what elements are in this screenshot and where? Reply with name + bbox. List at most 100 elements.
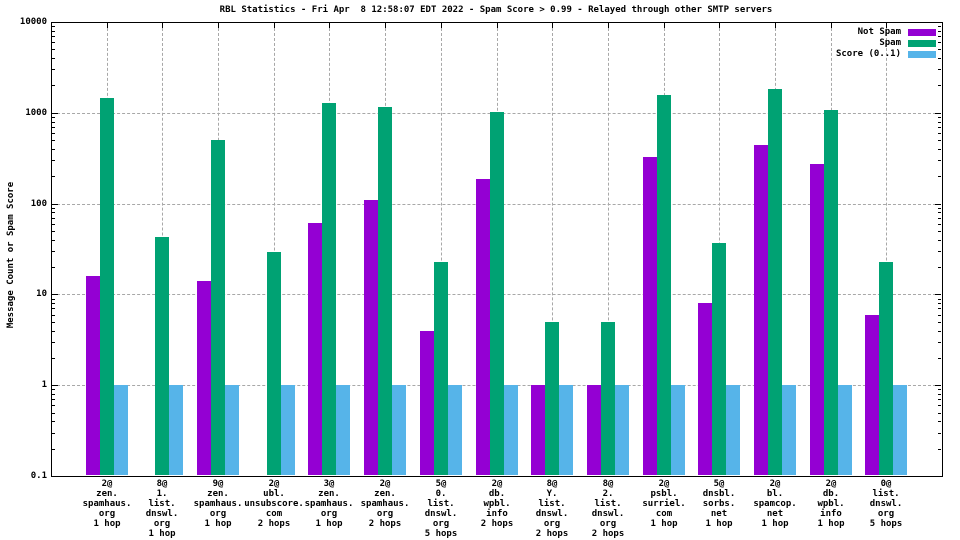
bar-not-spam-9	[587, 385, 601, 475]
x-category-label: 0@ list. dnswl. org 5 hops	[869, 479, 903, 529]
bar-spam-12	[768, 89, 782, 475]
x-axis-tick-top	[162, 23, 163, 28]
y-axis-minor-tick-left	[52, 267, 55, 268]
y-axis-minor-tick-right	[938, 358, 941, 359]
y-axis-minor-tick-left	[52, 69, 55, 70]
bar-spam-5	[378, 107, 392, 475]
y-axis-minor-tick-right	[938, 399, 941, 400]
gridline-vertical	[608, 23, 609, 475]
bar-score-0-1-14	[893, 385, 907, 475]
y-axis-minor-tick-left	[52, 389, 55, 390]
x-axis-tick-top	[664, 23, 665, 28]
y-axis-minor-tick-right	[938, 49, 941, 50]
bar-score-0-1-1	[169, 385, 183, 475]
y-axis-minor-tick-right	[938, 308, 941, 309]
x-axis-tick-top	[329, 23, 330, 28]
y-axis-minor-tick-right	[938, 117, 941, 118]
legend-swatch-not-spam	[908, 28, 936, 36]
y-axis-minor-tick-right	[938, 251, 941, 252]
y-axis-minor-tick-left	[52, 315, 55, 316]
y-axis-minor-tick-right	[938, 342, 941, 343]
y-axis-tick-right	[935, 385, 941, 386]
legend-row-not-spam: Not Spam	[858, 27, 936, 37]
x-axis-tick-top	[274, 23, 275, 28]
y-axis-minor-tick-right	[938, 140, 941, 141]
y-axis-minor-tick-left	[52, 433, 55, 434]
y-axis-tick-left	[52, 22, 58, 23]
gridline-vertical	[274, 23, 275, 475]
y-axis-minor-tick-right	[938, 389, 941, 390]
x-category-label: 8@ Y. list. dnswl. org 2 hops	[535, 479, 569, 539]
bar-spam-6	[434, 262, 448, 475]
legend-swatch-score-0-1	[908, 50, 936, 58]
x-category-label: 5@ dnsbl. sorbs. net 1 hop	[702, 479, 736, 529]
x-axis-tick-top	[385, 23, 386, 28]
bar-not-spam-12	[754, 145, 768, 475]
bar-not-spam-7	[476, 179, 490, 475]
y-axis-tick-left	[52, 204, 58, 205]
y-axis-minor-tick-left	[52, 399, 55, 400]
y-axis-minor-tick-right	[938, 69, 941, 70]
y-tick-label: 100	[30, 199, 47, 209]
y-axis-minor-tick-right	[938, 133, 941, 134]
x-category-label: 2@ db. wpbl. info 2 hops	[480, 479, 514, 529]
y-axis-tick-left	[52, 113, 58, 114]
bar-spam-10	[657, 95, 671, 475]
bar-not-spam-6	[420, 331, 434, 475]
bar-not-spam-0	[86, 276, 100, 475]
y-axis-minor-tick-right	[938, 394, 941, 395]
x-category-label: 2@ psbl. surriel. com 1 hop	[642, 479, 686, 529]
gridline-vertical	[552, 23, 553, 475]
y-axis-minor-tick-right	[938, 208, 941, 209]
bar-spam-3	[267, 252, 281, 475]
x-category-label: 9@ zen. spamhaus. org 1 hop	[193, 479, 243, 529]
y-axis-tick-left	[52, 476, 58, 477]
y-axis-minor-tick-right	[938, 331, 941, 332]
bar-spam-7	[490, 112, 504, 475]
bar-score-0-1-12	[782, 385, 796, 475]
y-axis-minor-tick-left	[52, 133, 55, 134]
y-axis-minor-tick-right	[938, 160, 941, 161]
y-axis-minor-tick-left	[52, 127, 55, 128]
y-axis-minor-tick-left	[52, 49, 55, 50]
x-category-label: 2@ ubl. unsubscore. com 2 hops	[244, 479, 304, 529]
y-axis-minor-tick-left	[52, 224, 55, 225]
y-axis-minor-tick-right	[938, 85, 941, 86]
y-axis-minor-tick-right	[938, 26, 941, 27]
bar-spam-13	[824, 110, 838, 475]
y-axis-minor-tick-left	[52, 299, 55, 300]
y-axis-minor-tick-right	[938, 315, 941, 316]
bar-score-0-1-0	[114, 385, 128, 475]
y-axis-minor-tick-left	[52, 218, 55, 219]
legend-label-score-0-1: Score (0..1)	[835, 49, 901, 59]
y-axis-minor-tick-right	[938, 218, 941, 219]
x-axis-tick-top	[107, 23, 108, 28]
y-axis-minor-tick-left	[52, 358, 55, 359]
y-axis-tick-left	[52, 294, 58, 295]
y-axis-minor-tick-right	[938, 127, 941, 128]
y-axis-minor-tick-right	[938, 299, 941, 300]
y-axis-minor-tick-left	[52, 85, 55, 86]
bar-spam-8	[545, 322, 559, 475]
y-axis-minor-tick-left	[52, 322, 55, 323]
x-category-label: 8@ 1. list. dnswl. org 1 hop	[145, 479, 179, 539]
y-tick-label: 1	[41, 380, 47, 390]
y-axis-minor-tick-right	[938, 212, 941, 213]
x-axis-tick-top	[218, 23, 219, 28]
bar-score-0-1-11	[726, 385, 740, 475]
gridline-vertical	[886, 23, 887, 475]
y-axis-minor-tick-right	[938, 405, 941, 406]
y-axis-minor-tick-right	[938, 42, 941, 43]
x-axis-tick-top	[719, 23, 720, 28]
bar-score-0-1-6	[448, 385, 462, 475]
bar-not-spam-5	[364, 200, 378, 475]
x-axis-tick-top	[886, 23, 887, 28]
y-axis-minor-tick-right	[938, 122, 941, 123]
y-axis-minor-tick-left	[52, 160, 55, 161]
y-axis-minor-tick-left	[52, 303, 55, 304]
y-axis-minor-tick-left	[52, 31, 55, 32]
y-axis-minor-tick-right	[938, 176, 941, 177]
x-category-label: 3@ zen. spamhaus. org 1 hop	[304, 479, 354, 529]
y-axis-minor-tick-right	[938, 58, 941, 59]
